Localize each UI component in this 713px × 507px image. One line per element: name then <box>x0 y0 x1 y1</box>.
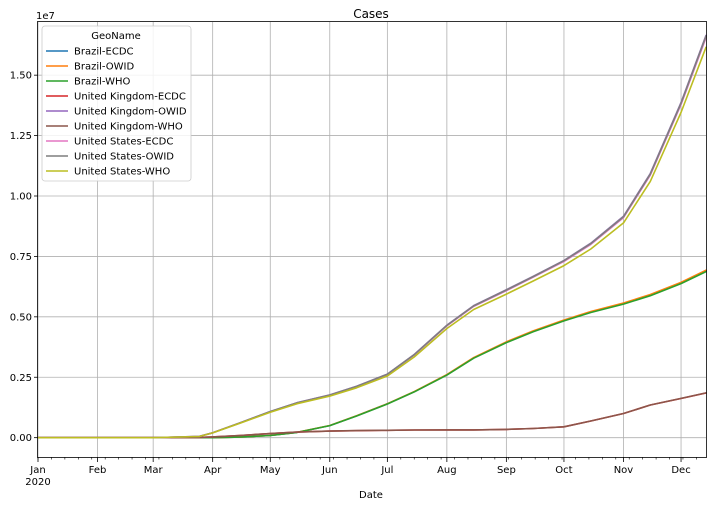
x-axis-year-label: 2020 <box>25 477 50 488</box>
x-axis-ticks: Jan Feb Mar Apr May Jun Jul Aug Sep Oct Nov Dec <box>29 457 697 476</box>
y-tick-label: 1.50 <box>10 71 32 82</box>
x-tick-label: Apr <box>204 465 222 476</box>
y-tick-label: 1.25 <box>10 131 32 142</box>
chart-title: Cases <box>353 7 389 21</box>
y-tick-label: 0.00 <box>10 433 32 444</box>
x-tick-label: Sep <box>497 465 516 476</box>
x-tick-label: May <box>260 465 281 476</box>
legend-label: United States-WHO <box>74 167 170 178</box>
legend-title: GeoName <box>91 31 141 42</box>
x-axis-title: Date <box>359 490 383 501</box>
x-tick-label: Jan <box>29 465 45 476</box>
legend-label: United Kingdom-WHO <box>74 122 183 133</box>
legend-label: United States-ECDC <box>74 137 173 148</box>
x-tick-label: Feb <box>89 465 107 476</box>
x-tick-label: Jul <box>380 465 393 476</box>
legend-label: United Kingdom-OWID <box>74 107 187 118</box>
legend-items: Brazil-ECDC Brazil-OWID Brazil-WHO United K… <box>46 47 187 178</box>
legend-label: Brazil-WHO <box>74 77 131 88</box>
legend-label: Brazil-OWID <box>74 62 135 73</box>
legend-label: United States-OWID <box>74 152 174 163</box>
y-tick-label: 0.25 <box>10 373 32 384</box>
y-tick-label: 0.50 <box>10 312 32 323</box>
y-axis-ticks: 0.00 0.25 0.50 0.75 1.00 1.25 1.50 <box>10 71 38 444</box>
legend-label: Brazil-ECDC <box>74 47 134 58</box>
x-tick-label: Aug <box>437 465 457 476</box>
x-tick-label: Dec <box>671 465 690 476</box>
legend-label: United Kingdom-ECDC <box>74 92 186 103</box>
y-multiplier-label: 1e7 <box>36 11 55 22</box>
legend-box <box>41 25 192 182</box>
y-tick-label: 1.00 <box>10 192 32 203</box>
plot-frame <box>37 21 707 458</box>
series-line <box>37 46 707 439</box>
series-lines <box>37 34 707 439</box>
x-tick-label: Jun <box>321 465 338 476</box>
x-tick-label: Mar <box>144 465 164 476</box>
series-line <box>37 270 707 439</box>
legend: GeoName Brazil-ECDC Brazil-OWID Brazil-WHO… <box>41 25 192 182</box>
y-tick-label: 0.75 <box>10 252 32 263</box>
series-line <box>37 392 707 439</box>
x-tick-label: Nov <box>614 465 634 476</box>
x-tick-label: Oct <box>555 465 572 476</box>
